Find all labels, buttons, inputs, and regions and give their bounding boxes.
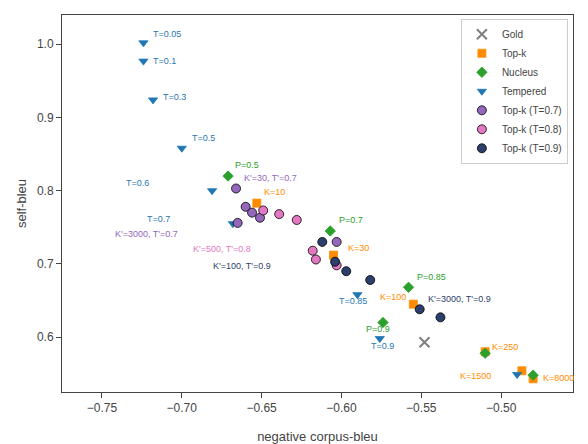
svg-text:T=0.7: T=0.7 [147,214,170,224]
svg-text:K=1500: K=1500 [460,371,491,381]
svg-text:0.6: 0.6 [37,330,54,344]
svg-text:T=0.05: T=0.05 [153,29,181,39]
svg-text:K=8000: K=8000 [543,373,574,383]
svg-text:Gold: Gold [502,29,523,40]
svg-text:Top-k (T=0.8): Top-k (T=0.8) [502,124,562,135]
svg-text:Top-k (T=0.7): Top-k (T=0.7) [502,105,562,116]
svg-text:K'=3000, T'=0.7: K'=3000, T'=0.7 [115,229,178,239]
svg-text:K=100: K=100 [380,292,406,302]
svg-text:T=0.5: T=0.5 [192,133,215,143]
svg-text:0.7: 0.7 [37,257,54,271]
svg-text:self-bleu: self-bleu [14,179,29,228]
svg-text:T=0.85: T=0.85 [339,296,367,306]
svg-text:P=0.85: P=0.85 [417,272,446,282]
svg-text:negative corpus-bleu: negative corpus-bleu [257,429,378,444]
svg-text:K'=30, T'=0.7: K'=30, T'=0.7 [244,173,297,183]
svg-text:Nucleus: Nucleus [502,67,538,78]
svg-text:Tempered: Tempered [502,86,546,97]
svg-text:−0.70: −0.70 [167,401,198,415]
svg-text:0.8: 0.8 [37,184,54,198]
svg-text:K=30: K=30 [348,243,369,253]
svg-text:0.9: 0.9 [37,111,54,125]
svg-text:K=10: K=10 [264,187,285,197]
svg-text:T=0.9: T=0.9 [371,341,394,351]
svg-text:−0.50: −0.50 [486,401,517,415]
svg-text:K'=3000, T'=0.9: K'=3000, T'=0.9 [428,294,491,304]
svg-text:K'=100, T'=0.9: K'=100, T'=0.9 [213,261,271,271]
svg-text:P=0.7: P=0.7 [339,215,363,225]
svg-text:T=0.3: T=0.3 [163,92,186,102]
svg-text:Top-k: Top-k [502,48,527,59]
svg-text:1.0: 1.0 [37,37,54,51]
svg-text:K'=500, T'=0.8: K'=500, T'=0.8 [193,244,251,254]
svg-text:−0.60: −0.60 [326,401,357,415]
svg-text:T=0.6: T=0.6 [126,178,149,188]
svg-text:P=0.5: P=0.5 [235,160,259,170]
svg-text:−0.55: −0.55 [406,401,437,415]
svg-text:−0.65: −0.65 [246,401,277,415]
svg-text:−0.75: −0.75 [87,401,118,415]
svg-text:K=250: K=250 [492,342,518,352]
svg-text:Top-k (T=0.9): Top-k (T=0.9) [502,143,562,154]
svg-text:P=0.9: P=0.9 [366,324,390,334]
svg-text:T=0.1: T=0.1 [153,56,176,66]
